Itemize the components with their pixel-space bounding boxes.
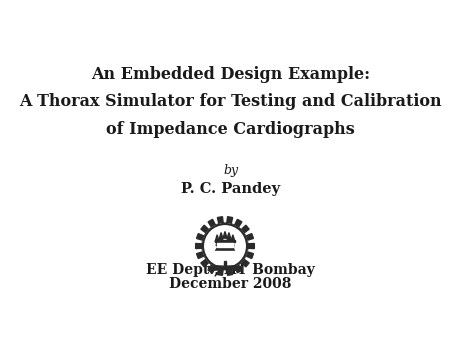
Text: of Impedance Cardiographs: of Impedance Cardiographs	[106, 121, 355, 138]
Polygon shape	[217, 246, 233, 247]
Polygon shape	[216, 244, 234, 245]
Polygon shape	[219, 233, 223, 239]
Polygon shape	[227, 233, 231, 239]
Text: EE Dept., IIT Bombay: EE Dept., IIT Bombay	[146, 263, 315, 276]
Text: An Embedded Design Example:: An Embedded Design Example:	[91, 66, 370, 83]
Circle shape	[205, 226, 245, 266]
Polygon shape	[215, 240, 235, 242]
Text: by: by	[223, 164, 238, 177]
Polygon shape	[224, 262, 226, 266]
Polygon shape	[216, 242, 234, 245]
Polygon shape	[216, 249, 234, 251]
Polygon shape	[210, 266, 240, 270]
Polygon shape	[216, 245, 234, 249]
Polygon shape	[196, 217, 254, 275]
Polygon shape	[231, 235, 235, 242]
Circle shape	[202, 224, 248, 268]
Text: P. C. Pandey: P. C. Pandey	[181, 182, 280, 196]
Polygon shape	[215, 235, 219, 242]
Polygon shape	[208, 266, 211, 270]
Polygon shape	[239, 266, 242, 270]
Polygon shape	[215, 251, 235, 262]
Text: December 2008: December 2008	[170, 277, 292, 291]
Polygon shape	[223, 232, 227, 238]
Text: A Thorax Simulator for Testing and Calibration: A Thorax Simulator for Testing and Calib…	[19, 93, 442, 110]
